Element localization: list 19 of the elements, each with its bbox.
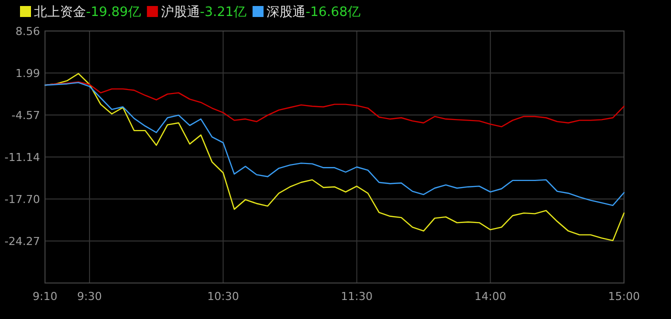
x-tick-label: 15:00 (608, 290, 640, 303)
y-tick-label: 1.99 (16, 67, 40, 80)
text: -19.89亿 (86, 5, 141, 20)
x-tick-label: 9:10 (32, 290, 58, 303)
y-tick-label: -24.27 (4, 235, 40, 248)
y-tick-label: 8.56 (16, 25, 40, 38)
y-tick-label: -17.70 (4, 193, 40, 206)
y-tick-label: -11.14 (4, 151, 40, 164)
legend-label: 沪股通 (160, 4, 200, 20)
text: -3.21亿 (200, 5, 247, 20)
legend-label: 深股通 (266, 5, 306, 20)
x-tick-label: 14:00 (474, 290, 506, 303)
x-tick-label: 9:30 (77, 290, 102, 303)
line-series (44, 82, 625, 206)
legend-label: 北上资金 (34, 5, 86, 20)
x-tick-label: 11:30 (340, 290, 373, 303)
text: -16.68亿 (306, 5, 360, 20)
y-tick-label: -4.57 (12, 109, 40, 122)
x-tick-label: 10:30 (207, 290, 240, 303)
